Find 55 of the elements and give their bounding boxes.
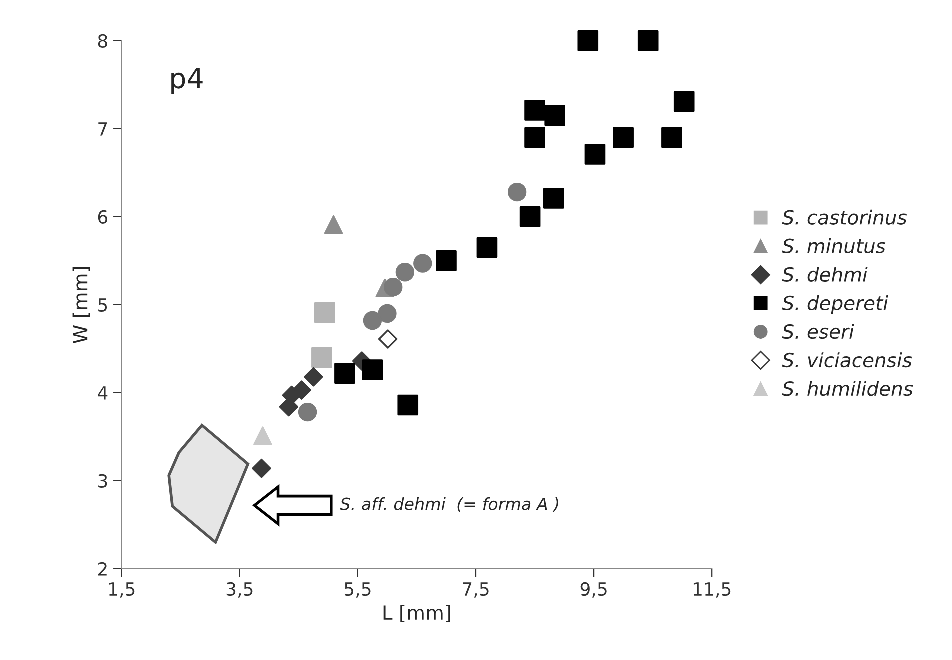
point <box>378 304 397 324</box>
point <box>476 237 498 258</box>
x-tick-label: 11,5 <box>694 582 731 598</box>
point <box>662 127 682 148</box>
point <box>254 426 272 446</box>
point <box>314 302 336 324</box>
point <box>414 254 432 273</box>
point <box>362 360 384 380</box>
y-tick-label: 4 <box>98 386 108 400</box>
x-tick-label: 3,5 <box>226 582 253 598</box>
point <box>363 311 382 330</box>
point <box>613 127 634 148</box>
y-tick-label: 5 <box>98 298 108 312</box>
text: p4 <box>172 68 203 94</box>
point <box>638 30 659 52</box>
point <box>304 367 324 387</box>
x-axis-title: L [mm] <box>384 605 450 622</box>
point <box>312 347 332 368</box>
point <box>584 144 606 165</box>
point <box>384 278 403 297</box>
legend-label: S. depereti <box>782 296 888 314</box>
y-tick-label: 3 <box>98 474 108 488</box>
point <box>324 216 344 234</box>
point <box>292 380 312 400</box>
y-tick-label: 8 <box>98 34 108 48</box>
legend-label: S. castorinus <box>782 210 907 225</box>
legend-label: S. minutus <box>782 238 886 254</box>
legend-label: S. viciacensis <box>782 352 912 368</box>
x-tick-label: 9,5 <box>580 582 607 598</box>
y-tick-label: 2 <box>98 562 107 576</box>
point <box>520 206 541 228</box>
point <box>378 330 398 349</box>
point <box>436 250 457 272</box>
point <box>398 394 419 416</box>
point <box>544 188 564 209</box>
point <box>544 105 566 126</box>
point <box>524 127 546 148</box>
legend-label: S. eseri <box>782 324 854 340</box>
point <box>298 402 318 422</box>
x-tick-label: 1,5 <box>109 582 135 598</box>
point <box>334 363 356 384</box>
y-axis-title: W [mm] <box>72 267 90 344</box>
point <box>396 263 415 282</box>
point <box>508 182 527 202</box>
y-tick-label: 7 <box>98 122 108 136</box>
annotation: S. aff. dehmi (= forma A ) <box>340 497 558 512</box>
point <box>578 30 599 52</box>
legend-label: S. dehmi <box>782 266 868 282</box>
x-tick-label: 7,5 <box>463 582 489 598</box>
legend-label: S. humilidens <box>782 381 914 396</box>
x-tick-label: 5,5 <box>344 582 371 598</box>
point <box>674 91 695 112</box>
point <box>252 458 272 478</box>
y-tick-label: 6 <box>98 210 108 224</box>
point <box>524 100 546 121</box>
